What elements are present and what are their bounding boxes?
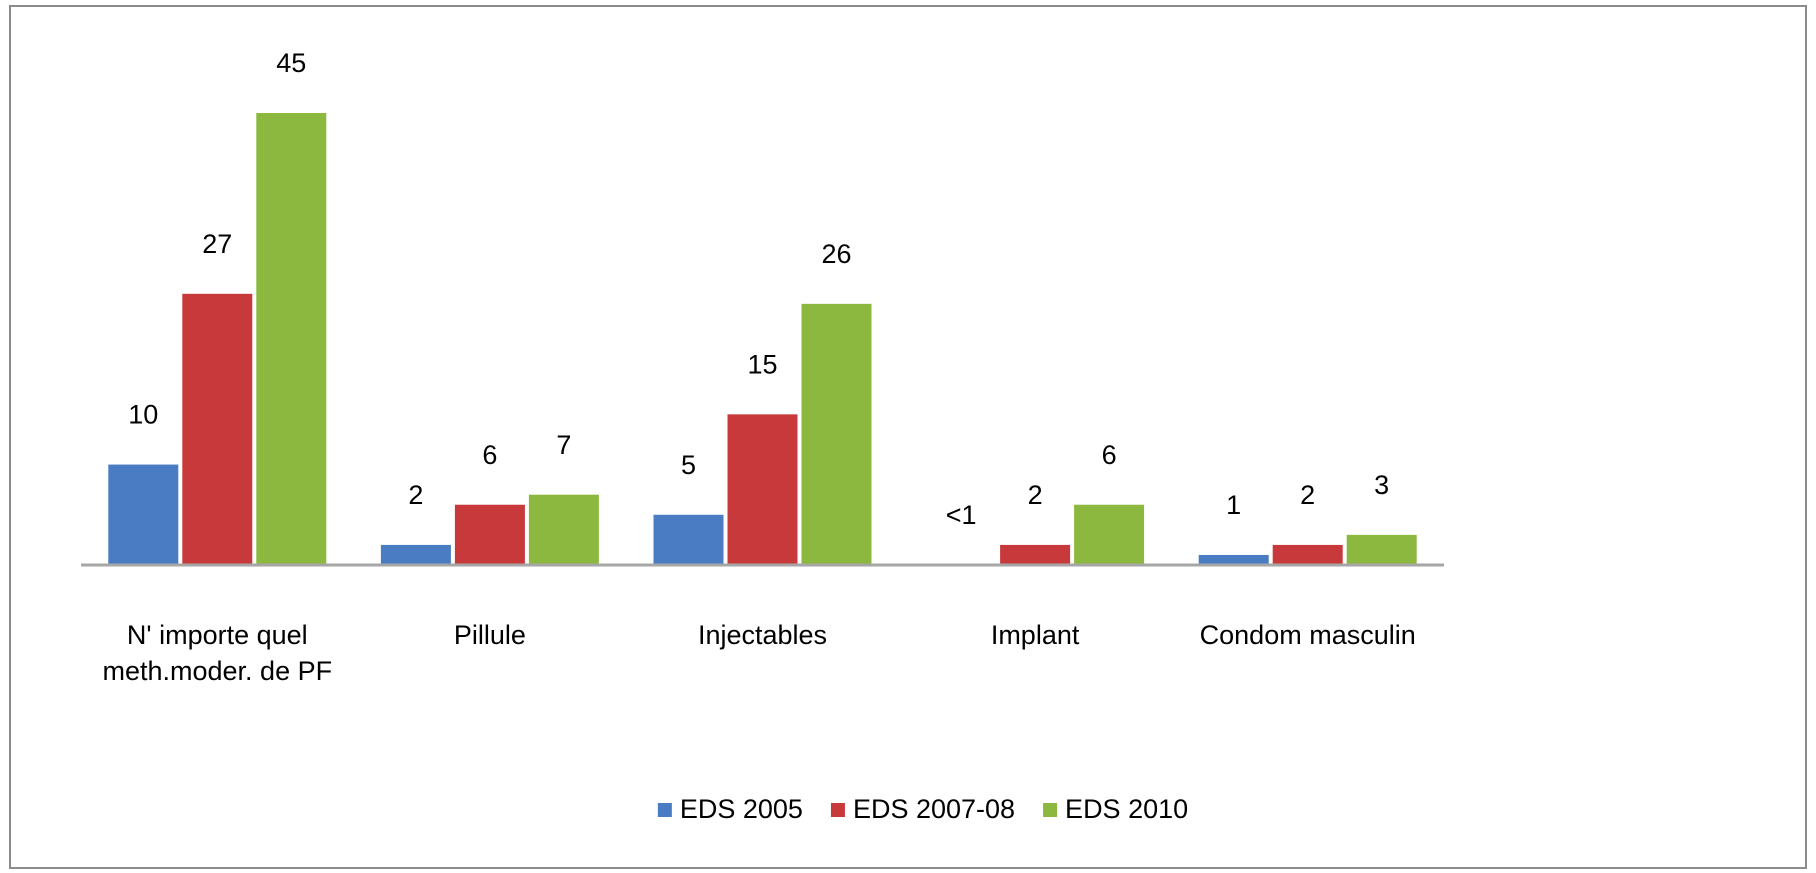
x-tick-label: Pillule <box>454 620 526 650</box>
bar <box>1000 544 1071 565</box>
bar <box>1272 544 1343 565</box>
legend-swatch <box>830 803 845 817</box>
data-label: 2 <box>1028 480 1043 510</box>
data-label: 10 <box>128 400 158 430</box>
data-label: 1 <box>1226 490 1241 520</box>
data-label: 6 <box>482 440 497 470</box>
data-label: <1 <box>946 500 977 530</box>
data-label: 7 <box>556 430 571 460</box>
legend-swatch <box>657 803 672 817</box>
data-label: 3 <box>1374 470 1389 500</box>
legend-label: EDS 2005 <box>680 794 803 824</box>
data-label: 27 <box>202 229 232 259</box>
data-label: 2 <box>408 480 423 510</box>
x-tick-label: N' importe quel meth.moder. de PF <box>102 620 332 686</box>
bar <box>256 113 327 565</box>
bar <box>1346 534 1417 565</box>
legend-label: EDS 2010 <box>1065 794 1188 824</box>
data-label: 5 <box>681 450 696 480</box>
x-tick-label: Condom masculin <box>1200 620 1416 650</box>
data-label: 6 <box>1102 440 1117 470</box>
legend-label: EDS 2007-08 <box>853 794 1015 824</box>
x-tick-label: Implant <box>991 620 1080 650</box>
data-label: 2 <box>1300 480 1315 510</box>
bar <box>182 293 253 565</box>
legend-swatch <box>1043 803 1058 817</box>
x-tick-label: Injectables <box>698 620 827 650</box>
data-label: 15 <box>747 349 777 379</box>
legend: EDS 2005 EDS 2007-08 EDS 2010 <box>657 794 1188 824</box>
bar <box>454 504 525 565</box>
bar <box>528 494 599 565</box>
bar <box>1074 504 1145 565</box>
bar <box>801 303 872 565</box>
bar <box>108 464 179 565</box>
bar <box>727 414 798 565</box>
data-label: 45 <box>276 48 306 78</box>
data-label: 26 <box>821 239 851 269</box>
bar <box>380 544 451 565</box>
bar <box>653 514 724 565</box>
bar <box>1198 554 1269 565</box>
